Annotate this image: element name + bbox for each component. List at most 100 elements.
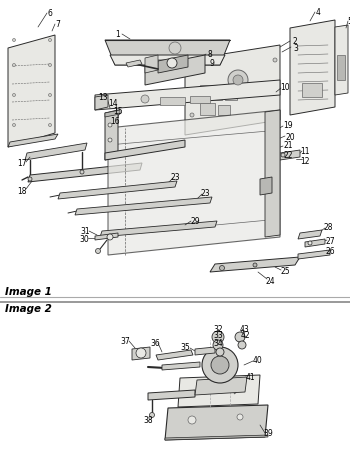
Text: 28: 28 (323, 223, 333, 232)
Polygon shape (156, 350, 193, 360)
Polygon shape (298, 250, 330, 259)
Text: 10: 10 (280, 83, 290, 92)
Text: 29: 29 (190, 216, 200, 225)
Text: 5: 5 (348, 16, 350, 25)
Circle shape (233, 76, 243, 86)
Bar (302, 84, 322, 98)
Circle shape (80, 171, 84, 175)
Polygon shape (260, 177, 272, 196)
Bar (218, 106, 230, 116)
Circle shape (253, 263, 257, 268)
Text: 37: 37 (120, 336, 130, 345)
Circle shape (216, 348, 224, 356)
Polygon shape (195, 377, 247, 395)
Circle shape (108, 139, 112, 143)
Polygon shape (105, 141, 185, 161)
Polygon shape (280, 151, 300, 161)
Circle shape (237, 414, 243, 420)
Polygon shape (165, 435, 268, 440)
Polygon shape (105, 41, 230, 66)
Text: 32: 32 (213, 324, 223, 333)
Polygon shape (148, 390, 195, 400)
Text: 9: 9 (210, 58, 215, 67)
Text: 15: 15 (113, 107, 123, 116)
Polygon shape (290, 21, 335, 116)
Polygon shape (195, 347, 215, 355)
Circle shape (308, 242, 312, 245)
Polygon shape (162, 362, 200, 370)
Text: 13: 13 (98, 93, 108, 102)
Text: 20: 20 (285, 132, 295, 141)
Text: 3: 3 (294, 43, 299, 52)
Circle shape (219, 266, 224, 271)
Bar (200, 104, 215, 116)
Polygon shape (95, 96, 108, 111)
Polygon shape (165, 405, 268, 440)
Polygon shape (185, 46, 280, 136)
Circle shape (202, 347, 238, 383)
Polygon shape (158, 56, 188, 74)
Circle shape (213, 340, 223, 350)
Polygon shape (305, 239, 325, 248)
Bar (337, 56, 345, 81)
Circle shape (136, 348, 146, 358)
Polygon shape (178, 375, 260, 407)
Circle shape (281, 154, 285, 157)
Circle shape (211, 356, 229, 374)
Text: Image 1: Image 1 (5, 286, 52, 296)
Text: 35: 35 (180, 343, 190, 352)
Text: 25: 25 (280, 266, 290, 275)
Polygon shape (145, 56, 158, 74)
Text: 30: 30 (79, 234, 89, 243)
Circle shape (188, 416, 196, 424)
Circle shape (273, 114, 277, 118)
Polygon shape (108, 111, 280, 255)
Polygon shape (25, 144, 87, 161)
Polygon shape (95, 81, 280, 111)
Circle shape (13, 94, 15, 97)
Text: 23: 23 (170, 173, 180, 182)
Polygon shape (105, 111, 120, 118)
Text: 7: 7 (56, 20, 61, 29)
Circle shape (13, 64, 15, 67)
Text: 12: 12 (300, 156, 310, 165)
Text: 23: 23 (200, 189, 210, 198)
Circle shape (13, 124, 15, 127)
Polygon shape (58, 182, 177, 200)
Circle shape (49, 124, 51, 127)
Polygon shape (298, 231, 322, 239)
Circle shape (28, 177, 32, 182)
Text: Image 2: Image 2 (5, 303, 52, 313)
Text: 33: 33 (213, 331, 223, 340)
Text: 14: 14 (108, 99, 118, 108)
Polygon shape (95, 233, 118, 241)
Text: 11: 11 (300, 146, 310, 155)
Text: 1: 1 (116, 30, 120, 38)
Polygon shape (8, 135, 58, 148)
Circle shape (13, 40, 15, 42)
Polygon shape (335, 26, 348, 96)
Text: 26: 26 (325, 246, 335, 255)
Circle shape (190, 59, 194, 63)
Text: 43: 43 (240, 324, 250, 333)
Circle shape (212, 331, 224, 343)
Polygon shape (148, 61, 182, 66)
Circle shape (167, 59, 177, 69)
Text: 39: 39 (263, 429, 273, 438)
Circle shape (49, 40, 51, 42)
Circle shape (190, 114, 194, 118)
Text: 40: 40 (253, 356, 263, 365)
Polygon shape (105, 111, 118, 161)
Circle shape (49, 94, 51, 97)
Bar (160, 98, 185, 106)
Polygon shape (75, 197, 212, 216)
Polygon shape (145, 56, 205, 86)
Polygon shape (8, 36, 55, 148)
Circle shape (108, 124, 112, 128)
Text: 18: 18 (17, 186, 27, 195)
Text: 8: 8 (208, 50, 212, 58)
Text: 36: 36 (150, 338, 160, 347)
Bar (225, 91, 237, 101)
Text: 17: 17 (17, 158, 27, 167)
Text: 38: 38 (143, 415, 153, 425)
